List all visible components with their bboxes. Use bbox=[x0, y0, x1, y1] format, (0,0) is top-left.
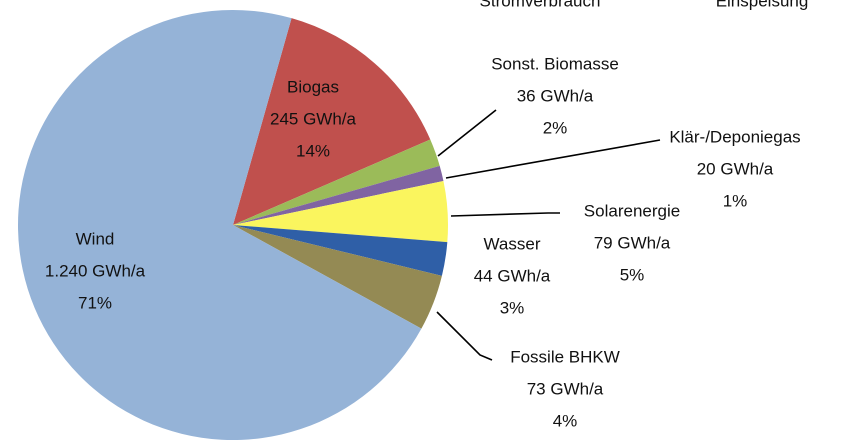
pie bbox=[18, 9, 448, 440]
value-label: 73 GWh/a bbox=[527, 379, 604, 398]
percent-label: 1% bbox=[723, 191, 748, 210]
value-label: 245 GWh/a bbox=[270, 109, 357, 128]
slice-label: Solarenergie bbox=[584, 201, 680, 220]
leader-line bbox=[445, 139, 661, 179]
pie-slice bbox=[233, 225, 442, 329]
header-text: Einspeisung bbox=[716, 0, 809, 10]
pie-slice bbox=[233, 165, 444, 225]
value-label: 36 GWh/a bbox=[517, 86, 594, 105]
leader-lines bbox=[436, 109, 661, 361]
percent-label: 4% bbox=[553, 411, 578, 430]
value-label: 44 GWh/a bbox=[474, 266, 551, 285]
pie-slice bbox=[233, 225, 448, 276]
leader-line bbox=[450, 212, 560, 217]
value-label: 1.240 GWh/a bbox=[45, 261, 146, 280]
percent-label: 71% bbox=[78, 293, 112, 312]
header-text: Stromverbrauch bbox=[480, 0, 601, 10]
percent-label: 5% bbox=[620, 265, 645, 284]
value-label: 20 GWh/a bbox=[697, 159, 774, 178]
slice-label: Klär-/Deponiegas bbox=[669, 127, 800, 146]
slice-label: Fossile BHKW bbox=[510, 347, 620, 366]
slice-label: Biogas bbox=[287, 77, 339, 96]
slice-label: Wind bbox=[76, 229, 115, 248]
leader-line bbox=[437, 109, 497, 157]
pie-slice bbox=[18, 9, 422, 440]
value-label: 79 GWh/a bbox=[594, 233, 671, 252]
pie-slice bbox=[233, 139, 440, 225]
percent-label: 3% bbox=[500, 298, 525, 317]
pie-slice bbox=[233, 180, 448, 243]
percent-label: 2% bbox=[543, 118, 568, 137]
leader-line bbox=[436, 311, 493, 361]
slice-label: Wasser bbox=[484, 234, 541, 253]
slice-label: Sonst. Biomasse bbox=[491, 54, 619, 73]
pie-slice bbox=[233, 18, 431, 225]
percent-label: 14% bbox=[296, 141, 330, 160]
